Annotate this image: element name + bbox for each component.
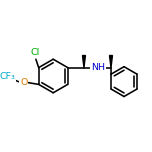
Text: O: O <box>20 78 28 87</box>
Text: NH: NH <box>91 63 105 72</box>
Text: Cl: Cl <box>30 48 40 57</box>
Polygon shape <box>109 55 112 68</box>
Text: CF₃: CF₃ <box>0 73 15 81</box>
Polygon shape <box>83 55 85 68</box>
